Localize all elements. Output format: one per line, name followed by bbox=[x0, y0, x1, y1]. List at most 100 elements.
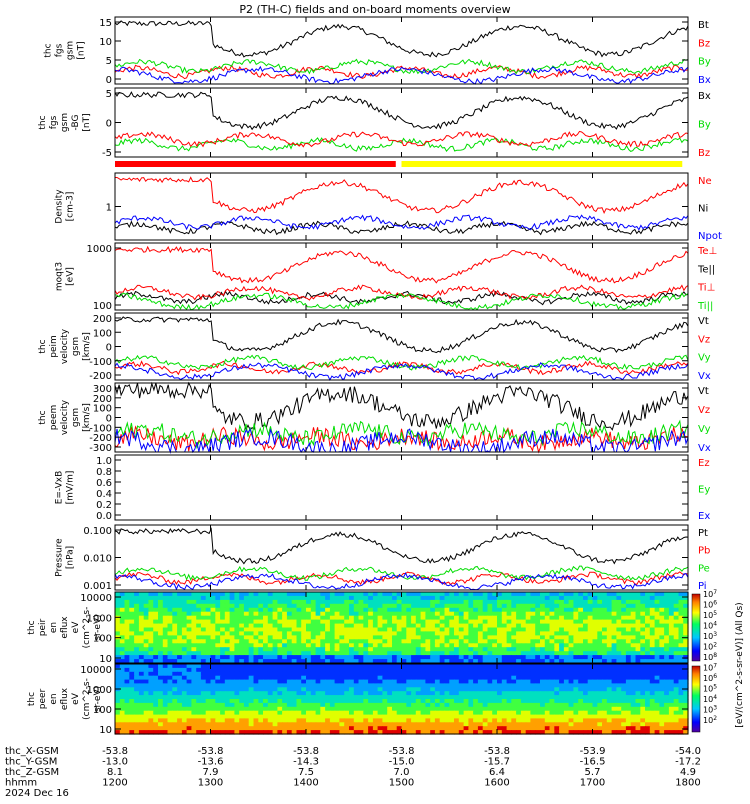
heatmap-cell bbox=[664, 659, 670, 664]
heatmap-cell bbox=[468, 664, 474, 669]
heatmap-cell bbox=[143, 664, 150, 669]
heatmap-cell bbox=[138, 710, 145, 716]
heatmap-cell bbox=[191, 714, 197, 720]
heatmap-cell bbox=[258, 702, 264, 708]
y-axis-label: thcpeemvelocitygsm[km/s] bbox=[38, 399, 92, 435]
heatmap-cell bbox=[234, 599, 240, 605]
heatmap-cell bbox=[234, 718, 240, 723]
heatmap-cell bbox=[220, 706, 226, 712]
heatmap-cell bbox=[592, 627, 598, 632]
heatmap-cell bbox=[616, 679, 622, 685]
heatmap-cell bbox=[592, 699, 598, 704]
heatmap-cell bbox=[263, 675, 269, 681]
heatmap-cell bbox=[477, 687, 484, 692]
heatmap-cell bbox=[487, 683, 493, 688]
heatmap-cell bbox=[468, 667, 474, 673]
heatmap-cell bbox=[454, 730, 460, 735]
heatmap-cell bbox=[516, 702, 522, 708]
heatmap-cell bbox=[606, 627, 613, 632]
heatmap-cell bbox=[258, 726, 264, 731]
heatmap-cell bbox=[444, 679, 450, 685]
heatmap-cell bbox=[372, 671, 379, 677]
legend-By: By bbox=[698, 120, 711, 131]
heatmap-cell bbox=[329, 592, 336, 597]
heatmap-cell bbox=[234, 615, 240, 621]
heatmap-cell bbox=[578, 679, 584, 685]
heatmap-cell bbox=[506, 679, 512, 685]
heatmap-cell bbox=[191, 683, 197, 688]
heatmap-cell bbox=[210, 611, 216, 617]
heatmap-cell bbox=[377, 714, 383, 720]
heatmap-cell bbox=[511, 659, 517, 664]
heatmap-cell bbox=[134, 714, 140, 720]
heatmap-cell bbox=[148, 611, 154, 617]
heatmap-cell bbox=[315, 671, 321, 677]
heatmap-cell bbox=[196, 730, 202, 735]
heatmap-cell bbox=[368, 675, 374, 681]
y-tick-label: -300 bbox=[89, 443, 112, 454]
heatmap-cell bbox=[563, 659, 570, 664]
heatmap-cell bbox=[540, 651, 546, 656]
heatmap-cell bbox=[425, 691, 431, 696]
heatmap-cell bbox=[200, 615, 207, 621]
heatmap-cell bbox=[334, 730, 340, 735]
heatmap-cell bbox=[477, 651, 484, 656]
heatmap-cell bbox=[310, 718, 317, 723]
heatmap-cell bbox=[540, 695, 546, 700]
heatmap-cell bbox=[353, 714, 360, 720]
heatmap-cell bbox=[544, 679, 551, 685]
heatmap-cell bbox=[267, 599, 274, 605]
heatmap-cell bbox=[358, 603, 364, 609]
heatmap-cell bbox=[334, 659, 340, 664]
heatmap-cell bbox=[377, 679, 383, 685]
heatmap-cell bbox=[162, 671, 169, 677]
heatmap-cell bbox=[382, 683, 388, 688]
heatmap-cell bbox=[344, 599, 350, 605]
heatmap-cell bbox=[291, 639, 298, 644]
heatmap-cell bbox=[177, 722, 183, 727]
heatmap-cell bbox=[425, 687, 431, 692]
heatmap-cell bbox=[282, 710, 288, 716]
heatmap-cell bbox=[181, 699, 188, 704]
heatmap-cell bbox=[306, 655, 312, 660]
heatmap-cell bbox=[301, 722, 307, 727]
heatmap-cell bbox=[630, 592, 637, 597]
heatmap-cell bbox=[463, 722, 469, 727]
heatmap-cell bbox=[277, 659, 283, 664]
heatmap-cell bbox=[439, 623, 446, 629]
heatmap-cell bbox=[224, 667, 231, 673]
heatmap-cell bbox=[449, 679, 455, 685]
heatmap-cell bbox=[525, 592, 532, 597]
heatmap-cell bbox=[329, 687, 336, 692]
heatmap-cell bbox=[196, 647, 202, 652]
heatmap-cell bbox=[444, 635, 450, 640]
ephemeris-value: 1300 bbox=[198, 778, 223, 789]
heatmap-cell bbox=[506, 718, 512, 723]
heatmap-cell bbox=[263, 631, 269, 636]
heatmap-cell bbox=[645, 623, 651, 629]
heatmap-cell bbox=[334, 726, 340, 731]
heatmap-cell bbox=[520, 671, 527, 677]
heatmap-cell bbox=[344, 714, 350, 720]
heatmap-cell bbox=[602, 611, 608, 617]
heatmap-cell bbox=[621, 695, 627, 700]
heatmap-cell bbox=[535, 619, 541, 625]
heatmap-cell bbox=[200, 607, 207, 613]
heatmap-cell bbox=[286, 603, 293, 609]
ephemeris-value: -53.8 bbox=[484, 746, 510, 757]
heatmap-cell bbox=[263, 607, 269, 613]
heatmap-cell bbox=[134, 647, 140, 652]
heatmap-cell bbox=[253, 718, 259, 723]
heatmap-cell bbox=[554, 607, 560, 613]
heatmap-cell bbox=[482, 664, 489, 669]
heatmap-cell bbox=[673, 599, 680, 605]
heatmap-cell bbox=[220, 647, 226, 652]
heatmap-cell bbox=[654, 592, 660, 597]
heatmap-cell bbox=[205, 683, 212, 688]
heatmap-cell bbox=[449, 730, 455, 735]
heatmap-cell bbox=[530, 639, 536, 644]
heatmap-cell bbox=[554, 611, 560, 617]
heatmap-cell bbox=[611, 714, 617, 720]
heatmap-cell bbox=[678, 639, 684, 644]
heatmap-cell bbox=[530, 619, 536, 625]
